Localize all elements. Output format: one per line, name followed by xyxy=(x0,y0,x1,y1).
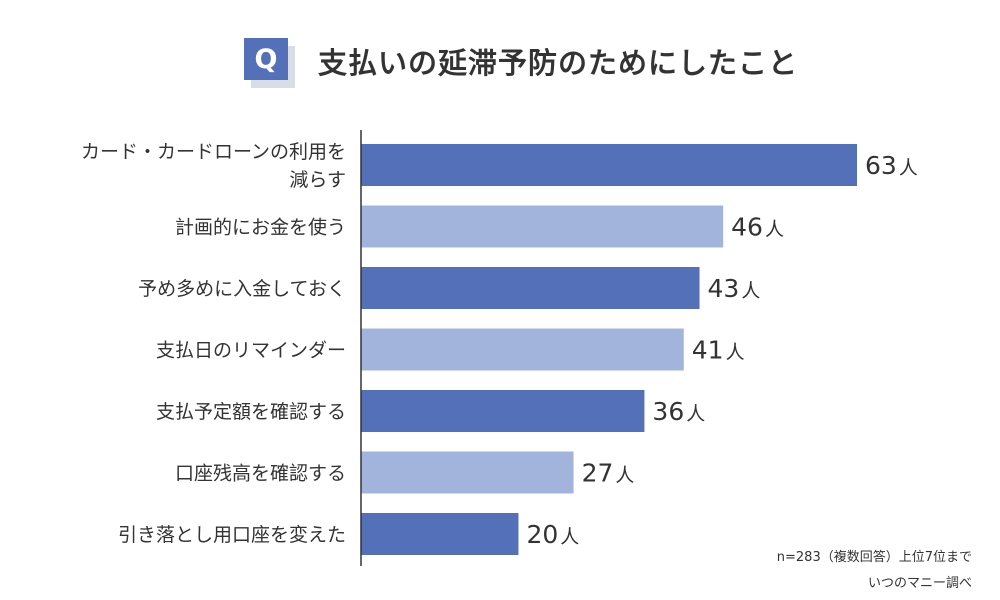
bar-4 xyxy=(361,328,684,371)
category-label-3: 予め多めに入金しておく xyxy=(138,278,346,300)
bar-3 xyxy=(361,267,700,309)
category-label-5: 支払予定額を確認する xyxy=(156,401,346,423)
category-label-1: カード・カードローンの利用を減らす xyxy=(81,141,346,191)
value-label-4: 41 人 xyxy=(692,336,745,365)
bar-7 xyxy=(361,513,519,555)
value-label-5: 36 人 xyxy=(652,397,705,426)
value-label-3: 43 人 xyxy=(708,274,761,303)
category-label-2: 計画的にお金を使う xyxy=(175,217,346,239)
bar-2 xyxy=(361,205,724,248)
chart-title: 支払いの延滞予防のためにしたこと xyxy=(318,46,799,80)
source-note: いつのマニー調べ xyxy=(867,576,972,591)
value-label-6: 27 人 xyxy=(582,459,635,488)
value-label-2: 46 人 xyxy=(731,213,784,242)
bar-1 xyxy=(361,144,857,186)
bar-6 xyxy=(361,451,574,494)
category-label-4: 支払日のリマインダー xyxy=(156,340,346,362)
category-label-7: 引き落とし用口座を変えた xyxy=(118,524,346,546)
value-label-1: 63 人 xyxy=(865,151,918,180)
value-label-7: 20 人 xyxy=(526,520,579,549)
q-badge: Q xyxy=(244,38,288,80)
category-label-6: 口座残高を確認する xyxy=(175,463,346,485)
title-area: Q 支払いの延滞予防のためにしたこと xyxy=(0,38,1000,88)
sample-note: n=283（複数回答）上位7位まで xyxy=(776,550,972,565)
bar-5 xyxy=(361,390,645,432)
